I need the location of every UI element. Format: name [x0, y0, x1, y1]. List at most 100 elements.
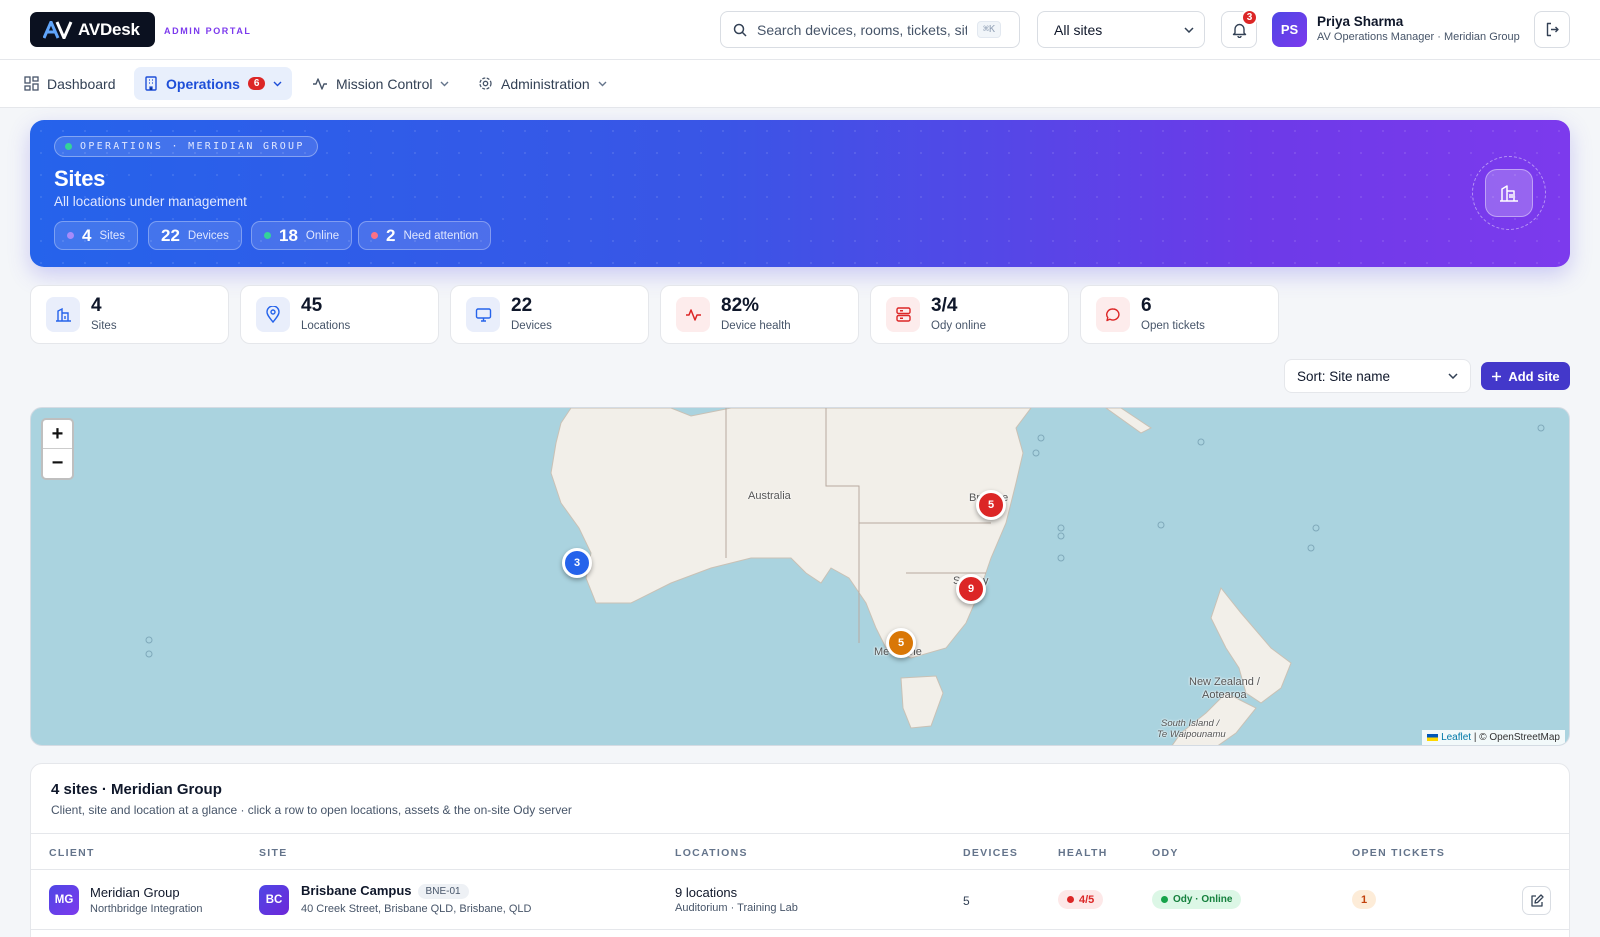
- map-tiles: [145, 408, 1545, 745]
- table-title: 4 sites · Meridian Group: [51, 781, 222, 798]
- column-header-client[interactable]: CLIENT: [49, 847, 95, 859]
- map-label-nz: New Zealand /: [1189, 676, 1260, 688]
- new-zealand-south: [1171, 692, 1257, 745]
- search-input[interactable]: [757, 21, 967, 38]
- nav-mission-control[interactable]: Mission Control: [302, 67, 459, 100]
- nav-administration-label: Administration: [501, 75, 590, 92]
- stat-card-tickets[interactable]: 6 Open tickets: [1080, 285, 1279, 344]
- nav-administration[interactable]: Administration: [468, 67, 617, 100]
- user-avatar[interactable]: PS: [1272, 12, 1307, 47]
- australia-landmass: [550, 408, 1032, 659]
- logout-button[interactable]: [1534, 11, 1570, 48]
- sites-table-panel: 4 sites · Meridian Group Client, site an…: [30, 763, 1570, 937]
- brand-logo[interactable]: AVDesk: [30, 12, 155, 47]
- chip-value: 4: [82, 225, 92, 245]
- stat-card-health[interactable]: 82% Device health: [660, 285, 859, 344]
- hero-chip-attention: 2 Need attention: [358, 221, 492, 250]
- locations-count: 9 locations: [675, 885, 738, 900]
- stat-label: Open tickets: [1141, 320, 1205, 332]
- site-address: 40 Creek Street, Brisbane QLD, Brisbane,…: [301, 903, 532, 915]
- leaflet-link[interactable]: Leaflet: [1441, 732, 1472, 743]
- search-icon: [733, 23, 747, 37]
- hero-chip-sites: 4 Sites: [54, 221, 139, 250]
- pulse-icon: [685, 309, 701, 321]
- chevron-down-icon: [1448, 373, 1458, 379]
- nav-dashboard[interactable]: Dashboard: [14, 67, 126, 100]
- stat-card-ody[interactable]: 3/4 Ody online: [870, 285, 1069, 344]
- brand-mark-icon: [43, 20, 73, 39]
- site-filter-value: All sites: [1054, 21, 1103, 38]
- hero-banner: OPERATIONS · MERIDIAN GROUP Sites All lo…: [30, 120, 1570, 267]
- page-title: Sites: [54, 166, 106, 191]
- health-value: 4/5: [1079, 893, 1095, 906]
- nav-mission-control-label: Mission Control: [336, 75, 433, 92]
- tasmania: [900, 675, 944, 729]
- ody-status-dot: [1161, 896, 1168, 903]
- chip-label: Online: [305, 229, 340, 242]
- building-icon: [1500, 185, 1518, 202]
- stat-label: Locations: [301, 320, 351, 332]
- column-header-open-tickets[interactable]: OPEN TICKETS: [1352, 847, 1446, 859]
- chip-dot: [371, 232, 378, 239]
- map-label-brisbane-a: Br: [969, 492, 980, 504]
- global-search[interactable]: ⌘K: [720, 11, 1020, 48]
- column-header-ody[interactable]: ODY: [1152, 847, 1179, 859]
- status-dot: [65, 143, 72, 150]
- nav-operations[interactable]: Operations 6: [134, 67, 293, 100]
- column-header-site[interactable]: SITE: [259, 847, 288, 859]
- chip-dot: [264, 232, 271, 239]
- nav-operations-label: Operations: [166, 75, 240, 92]
- column-header-locations[interactable]: LOCATIONS: [675, 847, 748, 859]
- bell-icon: [1232, 23, 1246, 38]
- operations-count-badge: 6: [247, 77, 266, 90]
- sort-select[interactable]: Sort: Site name: [1284, 359, 1471, 393]
- client-name: Meridian Group: [90, 885, 180, 900]
- map-label-south-island: South Island /: [1161, 718, 1220, 729]
- new-caledonia: [1105, 408, 1152, 434]
- stat-label: Sites: [91, 320, 117, 332]
- chevron-down-icon: [1184, 26, 1194, 33]
- map-cluster-marker[interactable]: 9: [956, 574, 986, 604]
- stat-card-locations[interactable]: 45 Locations: [240, 285, 439, 344]
- zoom-in-button[interactable]: +: [43, 420, 72, 449]
- map-cluster-marker[interactable]: 5: [976, 490, 1006, 520]
- hero-icon-ring: [1472, 156, 1546, 230]
- stat-card-sites[interactable]: 4 Sites: [30, 285, 229, 344]
- chip-value: 22: [161, 225, 180, 245]
- site-filter-select[interactable]: All sites: [1037, 11, 1205, 48]
- stat-icon-box: [676, 297, 710, 332]
- add-site-button[interactable]: Add site: [1481, 362, 1570, 390]
- chip-value: 2: [386, 225, 396, 245]
- stat-icon-box: [46, 297, 80, 332]
- building-icon: [55, 307, 71, 322]
- map-cluster-marker[interactable]: 3: [562, 548, 592, 578]
- building-icon: [145, 76, 157, 91]
- column-header-devices[interactable]: DEVICES: [963, 847, 1019, 859]
- site-name: Brisbane Campus: [301, 883, 412, 898]
- stat-icon-box: [886, 297, 920, 332]
- stat-card-devices[interactable]: 22 Devices: [450, 285, 649, 344]
- table-row[interactable]: MG Meridian Group Northbridge Integratio…: [31, 870, 1569, 930]
- edit-site-button[interactable]: [1522, 886, 1551, 915]
- stat-value: 6: [1141, 295, 1152, 316]
- zoom-out-button[interactable]: −: [51, 452, 64, 474]
- osm-attribution[interactable]: | © OpenStreetMap: [1473, 732, 1560, 743]
- chip-label: Need attention: [403, 229, 479, 242]
- stat-value: 22: [511, 295, 533, 316]
- site-avatar: BC: [259, 885, 289, 915]
- ody-status-text: Ody · Online: [1173, 894, 1233, 905]
- main-nav: Dashboard Operations 6 Mission Control A…: [0, 60, 1600, 108]
- site-code-badge: BNE-01: [417, 884, 469, 899]
- stat-label: Devices: [511, 320, 552, 332]
- hero-eyebrow-text: OPERATIONS · MERIDIAN GROUP: [80, 141, 305, 152]
- notification-count-badge: 3: [1241, 9, 1258, 26]
- map-cluster-marker[interactable]: 5: [886, 628, 916, 658]
- stat-label: Ody online: [931, 320, 986, 332]
- open-tickets-badge: 1: [1352, 890, 1377, 909]
- client-sub: Northbridge Integration: [90, 903, 203, 915]
- map-label-nz2: Aotearoa: [1202, 689, 1247, 701]
- chevron-down-icon: [598, 81, 607, 86]
- sites-map[interactable]: Australia Br ne S y Me rne New Zealand /…: [30, 407, 1570, 746]
- column-header-health[interactable]: HEALTH: [1058, 847, 1108, 859]
- map-attribution: Leaflet | © OpenStreetMap: [1422, 730, 1565, 745]
